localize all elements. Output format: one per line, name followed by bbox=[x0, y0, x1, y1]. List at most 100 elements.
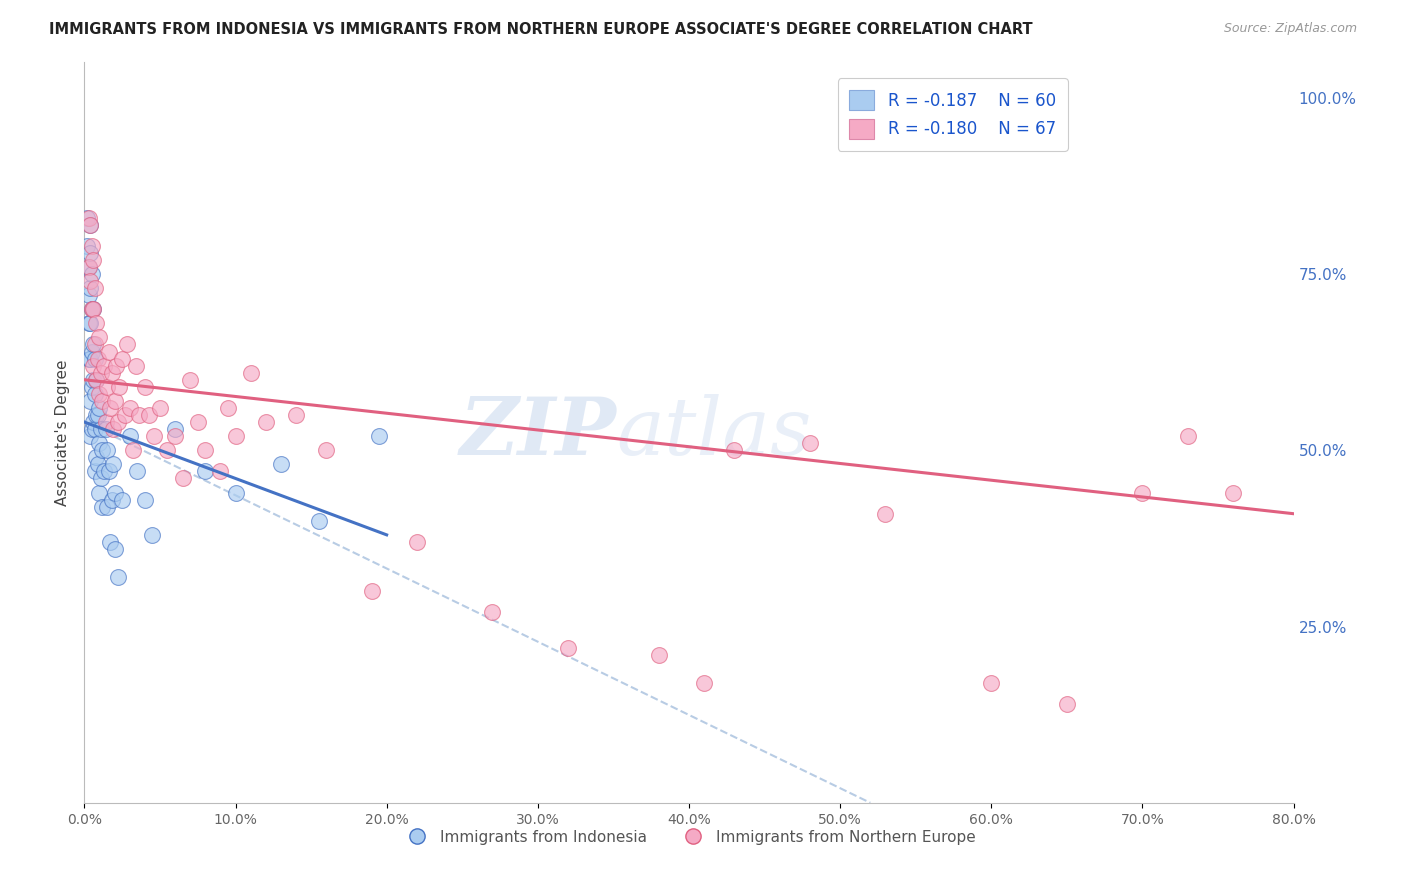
Point bbox=[315, 443, 337, 458]
Point bbox=[557, 640, 579, 655]
Text: ZIP: ZIP bbox=[460, 394, 616, 471]
Point bbox=[79, 429, 101, 443]
Point bbox=[79, 245, 101, 260]
Point bbox=[101, 422, 124, 436]
Legend: Immigrants from Indonesia, Immigrants from Northern Europe: Immigrants from Indonesia, Immigrants fr… bbox=[396, 823, 981, 851]
Point bbox=[101, 458, 124, 472]
Point bbox=[96, 380, 118, 394]
Point bbox=[77, 288, 100, 302]
Point bbox=[86, 373, 108, 387]
Point bbox=[80, 239, 103, 253]
Point bbox=[254, 415, 277, 429]
Point bbox=[360, 584, 382, 599]
Point bbox=[84, 464, 107, 478]
Point bbox=[82, 302, 104, 317]
Point bbox=[96, 443, 118, 458]
Point bbox=[1056, 697, 1078, 711]
Point bbox=[80, 422, 103, 436]
Text: atlas: atlas bbox=[616, 394, 811, 471]
Point bbox=[79, 281, 101, 295]
Point bbox=[84, 337, 107, 351]
Point bbox=[86, 408, 108, 422]
Point bbox=[89, 485, 111, 500]
Point bbox=[141, 528, 163, 542]
Point bbox=[91, 393, 114, 408]
Point bbox=[194, 443, 217, 458]
Point bbox=[87, 351, 110, 366]
Point bbox=[225, 429, 247, 443]
Point bbox=[98, 401, 121, 415]
Point bbox=[107, 415, 129, 429]
Point bbox=[93, 464, 115, 478]
Point bbox=[156, 443, 179, 458]
Point bbox=[149, 401, 172, 415]
Point bbox=[90, 422, 112, 436]
Point bbox=[77, 211, 100, 225]
Point bbox=[93, 359, 115, 373]
Point bbox=[108, 380, 131, 394]
Point bbox=[1130, 485, 1153, 500]
Point bbox=[84, 387, 107, 401]
Text: IMMIGRANTS FROM INDONESIA VS IMMIGRANTS FROM NORTHERN EUROPE ASSOCIATE'S DEGREE : IMMIGRANTS FROM INDONESIA VS IMMIGRANTS … bbox=[49, 22, 1033, 37]
Point bbox=[91, 443, 114, 458]
Y-axis label: Associate's Degree: Associate's Degree bbox=[55, 359, 70, 506]
Point bbox=[97, 464, 120, 478]
Point bbox=[77, 316, 100, 330]
Point bbox=[86, 373, 108, 387]
Point bbox=[82, 359, 104, 373]
Point bbox=[799, 436, 821, 450]
Point bbox=[82, 302, 104, 317]
Point bbox=[97, 344, 120, 359]
Point bbox=[104, 541, 127, 556]
Point bbox=[111, 351, 134, 366]
Point bbox=[165, 429, 187, 443]
Point bbox=[105, 359, 128, 373]
Point bbox=[980, 676, 1002, 690]
Point bbox=[79, 218, 101, 232]
Point bbox=[128, 408, 150, 422]
Point bbox=[194, 464, 217, 478]
Point bbox=[104, 485, 127, 500]
Point bbox=[107, 570, 129, 584]
Point bbox=[138, 408, 160, 422]
Point bbox=[98, 535, 121, 549]
Point bbox=[82, 415, 104, 429]
Point bbox=[115, 337, 138, 351]
Point bbox=[79, 351, 101, 366]
Point bbox=[76, 211, 98, 225]
Point bbox=[79, 316, 101, 330]
Point bbox=[80, 302, 103, 317]
Point bbox=[100, 492, 122, 507]
Point bbox=[285, 408, 308, 422]
Point bbox=[118, 401, 141, 415]
Point bbox=[406, 535, 429, 549]
Point bbox=[723, 443, 745, 458]
Point bbox=[89, 387, 111, 401]
Point bbox=[84, 422, 107, 436]
Point bbox=[86, 316, 108, 330]
Point bbox=[82, 337, 104, 351]
Point bbox=[165, 422, 187, 436]
Point bbox=[80, 344, 103, 359]
Point bbox=[94, 415, 117, 429]
Point bbox=[270, 458, 292, 472]
Point bbox=[77, 260, 100, 274]
Point bbox=[172, 471, 194, 485]
Point bbox=[87, 408, 110, 422]
Point bbox=[693, 676, 716, 690]
Point bbox=[121, 443, 143, 458]
Point bbox=[179, 373, 201, 387]
Point bbox=[111, 492, 134, 507]
Point bbox=[142, 429, 165, 443]
Point bbox=[82, 252, 104, 267]
Point bbox=[84, 351, 107, 366]
Point bbox=[1177, 429, 1199, 443]
Point bbox=[77, 260, 100, 274]
Point bbox=[648, 648, 671, 662]
Point bbox=[80, 267, 103, 281]
Point bbox=[308, 514, 330, 528]
Point bbox=[1222, 485, 1244, 500]
Point bbox=[368, 429, 391, 443]
Point bbox=[127, 464, 149, 478]
Point bbox=[76, 239, 98, 253]
